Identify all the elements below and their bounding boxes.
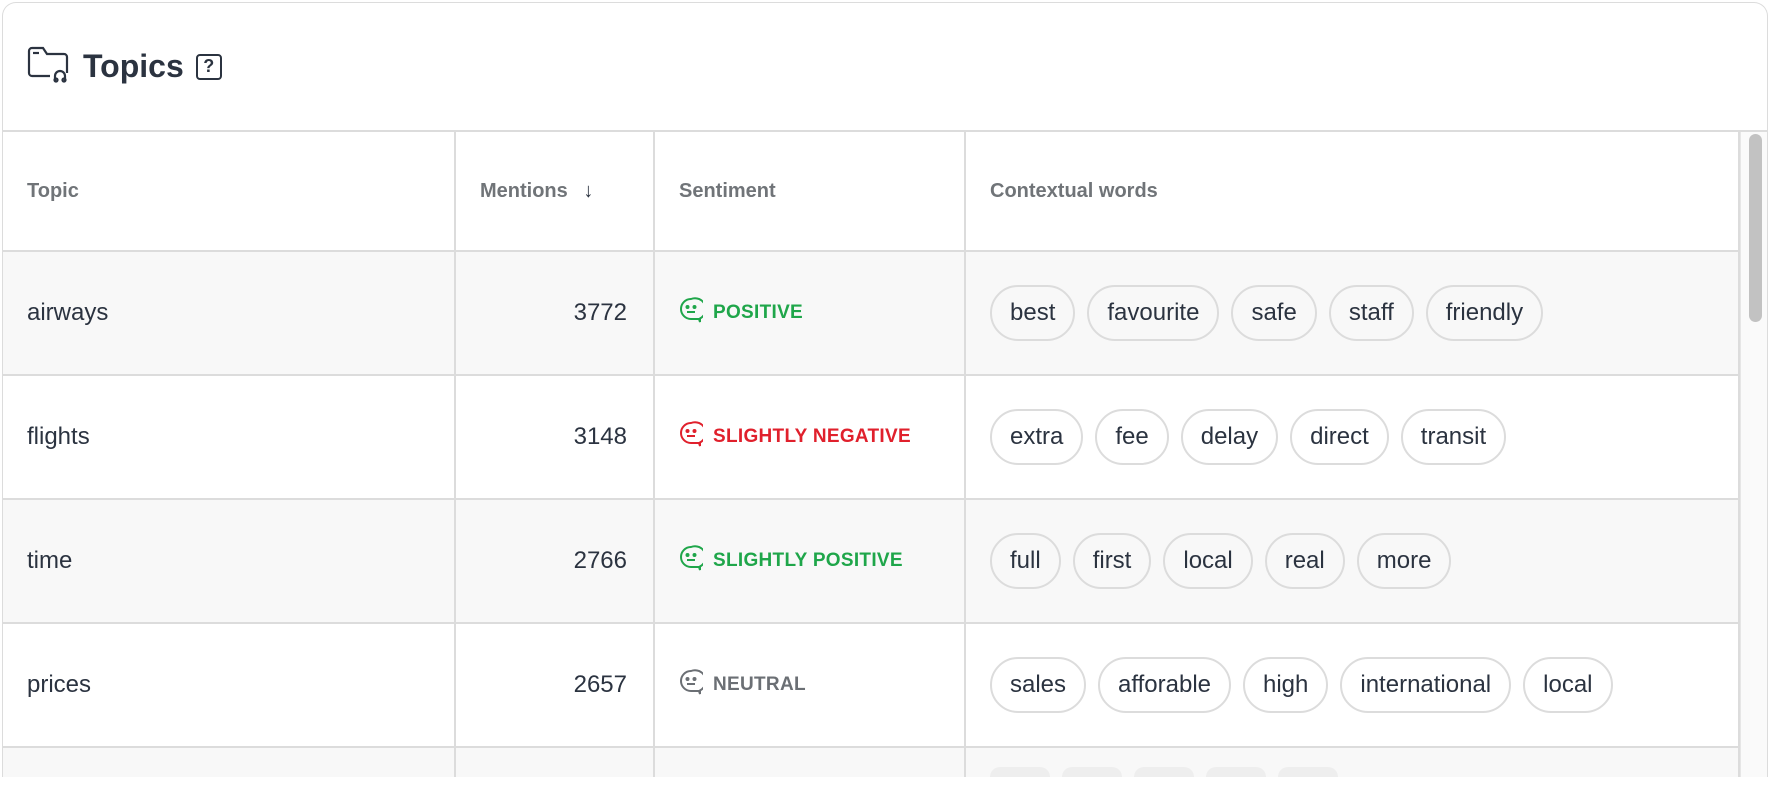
sentiment-face-icon <box>679 669 707 701</box>
topic-cell: time <box>3 499 456 624</box>
topic-cell: airways <box>3 251 456 376</box>
word-chip[interactable]: sales <box>990 657 1087 713</box>
topics-card: Topics ? Topic Mentions ↓ Sentiment Cont… <box>2 2 1768 777</box>
table-row[interactable]: time 2766 SLIGHTLY POSITIVE full first loc… <box>3 499 1740 624</box>
mentions-cell: 2657 <box>455 623 655 748</box>
word-chip[interactable]: direct <box>1290 409 1389 465</box>
sentiment-face-icon <box>679 297 707 329</box>
page-title: Topics <box>83 48 184 84</box>
scrollbar-thumb[interactable] <box>1749 134 1762 322</box>
mentions-cell <box>455 747 655 777</box>
contextual-words-cell <box>965 747 1740 777</box>
word-chip[interactable] <box>1206 767 1266 777</box>
vertical-scrollbar[interactable] <box>1740 132 1767 777</box>
sentiment-cell: SLIGHTLY POSITIVE <box>654 499 966 624</box>
column-header-topic[interactable]: Topic <box>3 132 456 252</box>
sentiment-cell <box>654 747 966 777</box>
word-chip[interactable]: fee <box>1095 409 1169 465</box>
sentiment-label: NEUTRAL <box>713 674 806 695</box>
sentiment-label: SLIGHTLY NEGATIVE <box>713 426 911 447</box>
word-chip[interactable]: local <box>1523 657 1613 713</box>
sort-arrow-down-icon[interactable]: ↓ <box>583 179 594 202</box>
column-header-contextual-words[interactable]: Contextual words <box>965 132 1740 252</box>
mentions-cell: 3148 <box>455 375 655 500</box>
word-chip[interactable]: transit <box>1400 409 1507 465</box>
topic-cell: flights <box>3 375 456 500</box>
column-header-mentions[interactable]: Mentions ↓ <box>455 132 655 252</box>
word-chip[interactable]: safe <box>1231 285 1317 341</box>
sentiment-cell: SLIGHTLY NEGATIVE <box>654 375 966 500</box>
word-chip[interactable]: high <box>1243 657 1329 713</box>
sentiment-label: SLIGHTLY POSITIVE <box>713 550 903 571</box>
contextual-words-cell: best favourite safe staff friendly <box>965 251 1740 376</box>
word-chip[interactable]: friendly <box>1425 285 1544 341</box>
word-chip[interactable]: full <box>990 533 1061 589</box>
sentiment-cell: POSITIVE <box>654 251 966 376</box>
word-chip[interactable]: delay <box>1180 409 1279 465</box>
contextual-words-cell: sales afforable high international local <box>965 623 1740 748</box>
sentiment-cell: NEUTRAL <box>654 623 966 748</box>
table-row[interactable]: flights 3148 SLIGHTLY NEGATIVE extra fee d… <box>3 375 1740 500</box>
sentiment-face-icon <box>679 421 707 453</box>
table-row[interactable] <box>3 747 1740 777</box>
mentions-cell: 2766 <box>455 499 655 624</box>
topic-cell: prices <box>3 623 456 748</box>
folder-headphones-icon <box>27 45 69 88</box>
word-chip[interactable] <box>1278 767 1338 777</box>
card-header: Topics ? <box>3 3 1767 132</box>
word-chip[interactable] <box>1134 767 1194 777</box>
topic-cell <box>3 747 456 777</box>
contextual-words-cell: extra fee delay direct transit <box>965 375 1740 500</box>
mentions-cell: 3772 <box>455 251 655 376</box>
sentiment-face-icon <box>679 545 707 577</box>
word-chip[interactable]: afforable <box>1098 657 1231 713</box>
word-chip[interactable]: first <box>1072 533 1152 589</box>
help-icon[interactable]: ? <box>195 53 222 80</box>
word-chip[interactable]: real <box>1264 533 1345 589</box>
word-chip[interactable]: extra <box>990 409 1084 465</box>
word-chip[interactable] <box>1062 767 1122 777</box>
column-header-sentiment[interactable]: Sentiment <box>654 132 966 252</box>
table-header-row: Topic Mentions ↓ Sentiment Contextual wo… <box>3 132 1740 252</box>
word-chip[interactable]: staff <box>1328 285 1414 341</box>
word-chip[interactable]: more <box>1356 533 1452 589</box>
topics-table: Topic Mentions ↓ Sentiment Contextual wo… <box>3 132 1740 777</box>
table-row[interactable]: airways 3772 POSITIVE best favourite safe s… <box>3 251 1740 376</box>
word-chip[interactable]: favourite <box>1087 285 1220 341</box>
table-row[interactable]: prices 2657 NEUTRAL sales afforable high in… <box>3 623 1740 748</box>
word-chip[interactable]: local <box>1163 533 1253 589</box>
word-chip[interactable]: best <box>990 285 1076 341</box>
word-chip[interactable]: international <box>1340 657 1512 713</box>
contextual-words-cell: full first local real more <box>965 499 1740 624</box>
word-chip[interactable] <box>990 767 1050 777</box>
sentiment-label: POSITIVE <box>713 302 804 323</box>
